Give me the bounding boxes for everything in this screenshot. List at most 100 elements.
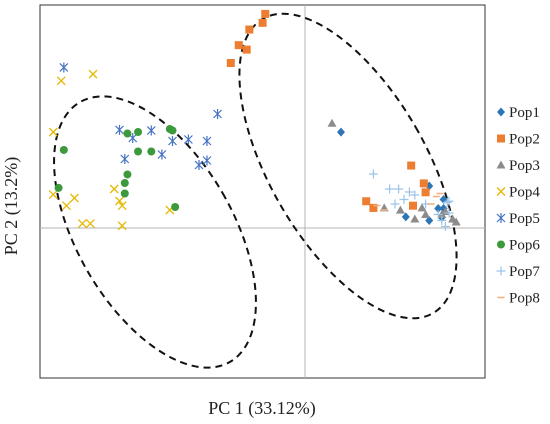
x-axis-label: PC 1 (33.12%)	[208, 398, 316, 419]
data-point	[117, 221, 127, 231]
legend-label: Pop6	[509, 238, 540, 254]
legend-label: Pop8	[509, 291, 540, 307]
y-axis-label: PC 2 (13.2%)	[1, 157, 22, 256]
data-point	[437, 216, 447, 225]
data-point	[123, 170, 132, 179]
data-point	[258, 18, 267, 27]
legend-label: Pop3	[509, 158, 540, 174]
data-point	[444, 208, 454, 218]
data-point	[444, 196, 454, 206]
data-point	[242, 45, 251, 54]
data-point	[194, 160, 204, 170]
legend-marker	[496, 187, 506, 196]
data-point	[399, 195, 409, 204]
data-point	[419, 179, 428, 188]
legend-label: Pop7	[509, 264, 540, 280]
data-point	[147, 147, 156, 156]
legend-marker	[496, 160, 506, 169]
data-point	[425, 216, 434, 225]
legend-item-pop5: Pop5	[496, 211, 540, 227]
data-point	[410, 214, 420, 223]
legend-item-pop8: Pop8	[497, 291, 540, 307]
data-point	[109, 184, 119, 194]
data-point	[409, 201, 417, 210]
data-point	[77, 219, 87, 228]
data-point	[171, 203, 180, 211]
data-point	[234, 41, 243, 50]
data-point	[62, 201, 71, 211]
series-pop7	[368, 169, 454, 231]
legend-marker	[497, 240, 505, 249]
data-point	[146, 125, 156, 136]
legend-item-pop3: Pop3	[496, 158, 540, 174]
data-point	[362, 197, 371, 206]
legend-item-pop6: Pop6	[497, 238, 540, 254]
data-point	[404, 187, 414, 197]
legend-item-pop4: Pop4	[496, 185, 540, 201]
data-point	[120, 179, 129, 187]
data-point	[401, 212, 410, 222]
data-point	[434, 204, 443, 213]
data-point	[394, 184, 404, 194]
data-point	[134, 128, 143, 136]
data-point	[368, 169, 378, 179]
data-point	[202, 136, 212, 146]
data-point	[433, 210, 443, 219]
legend-marker	[497, 134, 505, 143]
legend-marker	[496, 266, 506, 276]
series-pop1	[337, 127, 448, 225]
series-pop4	[48, 69, 175, 231]
legend-item-pop1: Pop1	[497, 105, 540, 121]
data-point	[168, 136, 177, 146]
data-point	[56, 76, 66, 86]
cluster-ellipse-left	[53, 95, 257, 369]
data-point	[421, 188, 430, 197]
legend: Pop1 Pop2 Pop3 Pop4 Pop5 Pop6 Pop7 Pop8	[496, 105, 540, 307]
data-point	[115, 196, 124, 206]
data-point	[48, 127, 58, 137]
data-point	[134, 147, 143, 156]
plot-frame	[39, 4, 486, 379]
data-point	[183, 134, 193, 145]
data-point	[440, 222, 450, 231]
series-pop5	[59, 62, 222, 170]
series-pop8	[373, 192, 444, 211]
data-points	[48, 9, 461, 231]
legend-label: Pop5	[509, 211, 540, 227]
legend-label: Pop2	[509, 132, 540, 148]
data-point	[369, 203, 378, 212]
legend-marker	[496, 213, 506, 223]
data-point	[120, 154, 130, 164]
data-point	[337, 127, 345, 137]
data-point	[226, 58, 235, 67]
data-point	[54, 183, 63, 192]
series-pop6	[54, 125, 180, 211]
data-point	[407, 161, 416, 170]
data-point	[451, 217, 461, 226]
data-point	[85, 219, 95, 228]
data-point	[88, 69, 98, 79]
data-point	[120, 189, 129, 198]
legend-label: Pop4	[509, 185, 540, 201]
series-pop2	[226, 9, 430, 212]
data-point	[385, 184, 395, 194]
data-point	[213, 109, 222, 119]
data-point	[245, 25, 254, 34]
legend-item-pop7: Pop7	[496, 264, 540, 280]
data-point	[165, 125, 174, 133]
data-point	[390, 199, 400, 209]
data-point	[48, 190, 58, 200]
data-point	[59, 62, 69, 73]
data-point	[202, 155, 212, 166]
data-point	[157, 149, 167, 160]
data-point	[69, 193, 79, 203]
data-point	[410, 190, 420, 200]
data-point	[417, 203, 427, 212]
data-point	[117, 201, 127, 211]
cluster-ellipse-right	[238, 12, 458, 320]
data-point	[327, 118, 337, 127]
data-point	[115, 124, 124, 135]
legend-marker	[497, 107, 505, 117]
data-point	[442, 198, 452, 207]
